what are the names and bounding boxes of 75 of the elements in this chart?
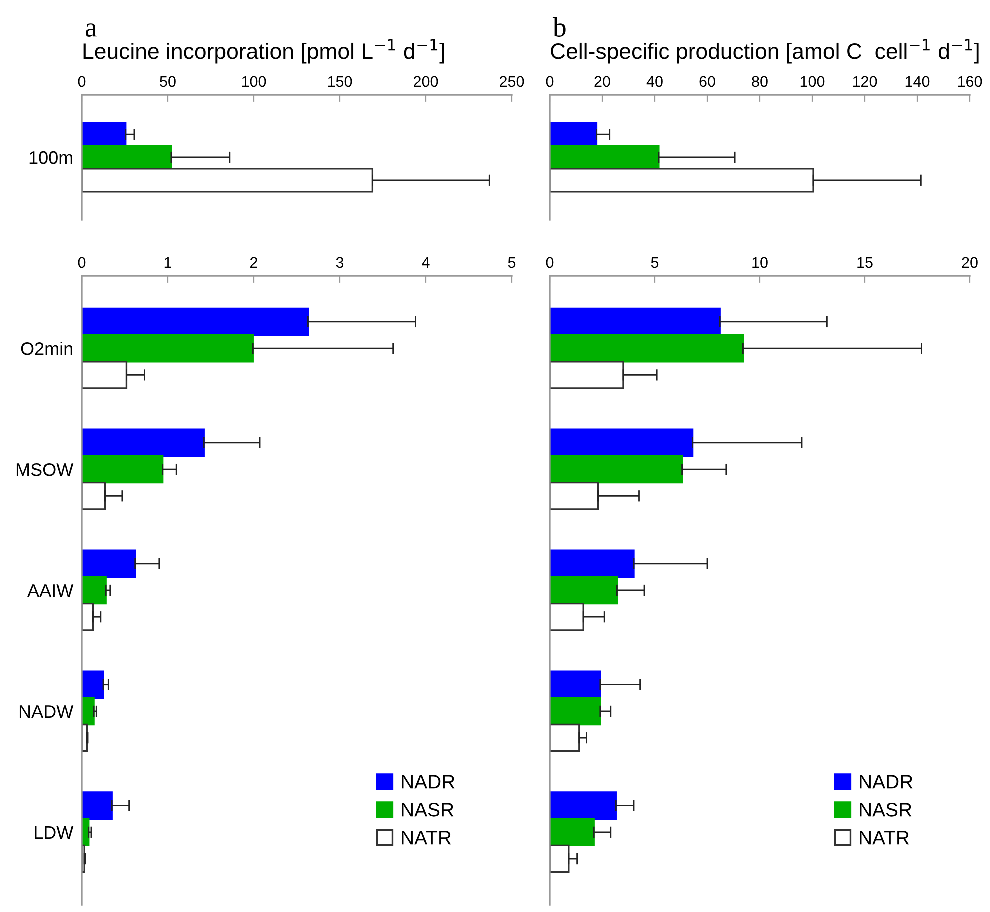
bar	[82, 334, 254, 363]
bar	[550, 844, 570, 874]
bar	[550, 122, 598, 147]
x-tick-label: 200	[414, 76, 438, 88]
x-tick-label: 140	[906, 76, 930, 88]
bar	[550, 792, 617, 820]
x-tick-label: 0	[78, 257, 86, 268]
bar	[82, 792, 113, 820]
bar	[550, 145, 660, 170]
x-axis-title: Cell-specific production [amol C cell$^{−1}$ d$^{−1}$]	[551, 39, 979, 64]
x-tick-label: 250	[500, 76, 524, 88]
bar	[82, 602, 94, 632]
bar	[550, 482, 600, 510]
legend-label: NADR	[860, 775, 913, 789]
x-tick-label: 160	[958, 76, 982, 88]
bar	[550, 818, 595, 847]
y-tick-label: O2min	[21, 342, 72, 356]
legend-label: NADR	[402, 775, 455, 789]
x-tick-label: 60	[700, 76, 716, 88]
text: a	[86, 24, 97, 37]
bar	[82, 308, 310, 336]
x-tick-label: 80	[752, 76, 768, 88]
bar	[82, 428, 205, 458]
y-tick-label: 100m	[30, 151, 72, 164]
bar	[550, 670, 602, 699]
x-tick-label: 100	[800, 76, 825, 88]
x-tick-label: 20	[594, 76, 610, 88]
x-tick-label: 20	[962, 257, 978, 268]
bar	[82, 576, 107, 605]
text: b	[552, 17, 566, 37]
x-tick-label: 15	[858, 257, 873, 268]
y-tick-label: LDW	[35, 826, 74, 839]
bar	[550, 428, 694, 458]
bar	[82, 122, 127, 147]
x-tick-label: 0	[546, 257, 554, 268]
x-axis-title: Leucine incorporation [pmol L$^{−1}$ d$^{−1}$]	[84, 39, 444, 64]
legend-label: NATR	[860, 831, 910, 845]
x-tick-label: 50	[160, 76, 176, 88]
y-tick-label: AAIW	[28, 584, 74, 598]
bar	[550, 361, 624, 390]
bar	[550, 308, 721, 336]
bar	[82, 482, 106, 510]
x-tick-label: 1	[164, 257, 172, 268]
bar	[82, 550, 136, 578]
x-tick-label: 0	[546, 76, 554, 88]
bar	[550, 550, 635, 578]
bar	[550, 724, 580, 752]
legend-label: NASR	[402, 803, 454, 817]
x-tick-label: 4	[422, 257, 430, 268]
x-tick-label: 10	[752, 257, 768, 268]
bar	[82, 697, 95, 726]
bar	[82, 670, 104, 699]
bar	[82, 455, 164, 484]
x-tick-label: 2	[250, 257, 258, 268]
bar	[82, 145, 172, 170]
x-tick-label: 5	[508, 257, 516, 268]
x-tick-label: 40	[646, 76, 663, 88]
x-tick-label: 100	[242, 76, 266, 88]
bar	[550, 697, 602, 726]
bar	[550, 168, 814, 193]
y-tick-label: MSOW	[16, 463, 74, 476]
legend-label: NASR	[860, 803, 912, 817]
x-tick-label: 150	[328, 76, 352, 88]
x-tick-label: 120	[853, 76, 878, 88]
bar	[550, 334, 744, 363]
bar	[82, 168, 374, 193]
legend-label: NATR	[402, 831, 452, 845]
x-tick-label: 5	[651, 257, 659, 268]
bar	[550, 602, 584, 632]
y-tick-label: NADW	[20, 706, 74, 718]
bar	[82, 361, 128, 390]
x-tick-label: 0	[78, 76, 86, 88]
bar	[550, 455, 684, 484]
x-tick-label: 3	[336, 257, 344, 268]
bar	[550, 576, 618, 605]
